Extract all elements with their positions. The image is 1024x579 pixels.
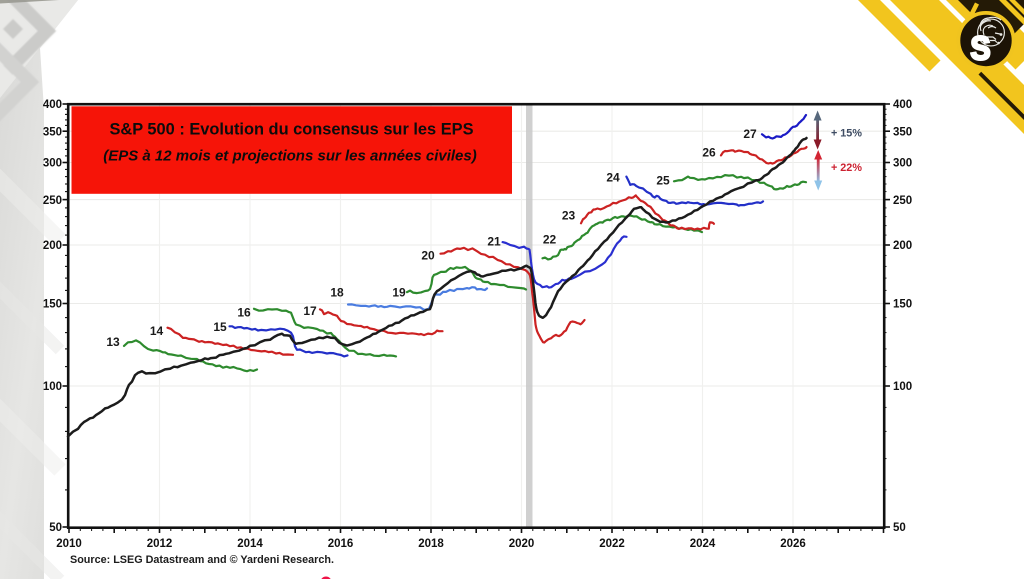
svg-text:20: 20: [421, 249, 435, 263]
svg-text:150: 150: [893, 299, 912, 311]
svg-text:17: 17: [303, 304, 317, 318]
svg-text:2024: 2024: [690, 538, 716, 550]
svg-text:27: 27: [743, 127, 757, 141]
svg-text:400: 400: [43, 99, 62, 111]
svg-text:(EPS à 12 mois et projections: (EPS à 12 mois et projections sur les an…: [103, 148, 477, 165]
svg-text:300: 300: [893, 158, 912, 170]
svg-text:250: 250: [43, 195, 62, 207]
svg-text:100: 100: [893, 381, 912, 393]
svg-text:50: 50: [893, 522, 906, 534]
svg-text:2012: 2012: [147, 538, 173, 550]
svg-text:14: 14: [150, 324, 164, 338]
svg-text:18: 18: [330, 286, 344, 300]
svg-text:13: 13: [106, 335, 120, 349]
svg-text:S&P 500 : Evolution du consens: S&P 500 : Evolution du consensus sur les…: [109, 121, 473, 139]
svg-text:2018: 2018: [418, 538, 444, 550]
svg-text:16: 16: [237, 306, 251, 320]
svg-text:19: 19: [392, 286, 406, 300]
svg-text:26: 26: [702, 146, 716, 160]
svg-text:24: 24: [606, 171, 620, 185]
svg-text:2014: 2014: [237, 538, 263, 550]
svg-text:350: 350: [893, 126, 912, 138]
svg-text:2022: 2022: [599, 538, 625, 550]
svg-text:2026: 2026: [780, 538, 806, 550]
svg-text:Source: LSEG Datastream and ©: Source: LSEG Datastream and © Yardeni Re…: [70, 554, 334, 566]
svg-text:400: 400: [893, 99, 912, 111]
svg-text:250: 250: [893, 195, 912, 207]
svg-text:22: 22: [543, 233, 557, 247]
svg-text:100: 100: [43, 381, 62, 393]
svg-text:350: 350: [43, 126, 62, 138]
svg-text:150: 150: [43, 299, 62, 311]
svg-text:15: 15: [213, 320, 227, 334]
svg-text:+ 15%: + 15%: [831, 128, 862, 140]
svg-text:200: 200: [893, 240, 912, 252]
svg-text:200: 200: [43, 240, 62, 252]
svg-text:2020: 2020: [509, 538, 535, 550]
svg-text:50: 50: [49, 522, 62, 534]
svg-text:2016: 2016: [328, 538, 354, 550]
svg-text:+ 22%: + 22%: [831, 162, 862, 174]
svg-text:2010: 2010: [56, 538, 82, 550]
svg-text:21: 21: [487, 235, 501, 249]
svg-text:25: 25: [656, 174, 670, 188]
svg-text:300: 300: [43, 158, 62, 170]
svg-text:23: 23: [562, 209, 576, 223]
svg-text:S: S: [970, 29, 990, 66]
